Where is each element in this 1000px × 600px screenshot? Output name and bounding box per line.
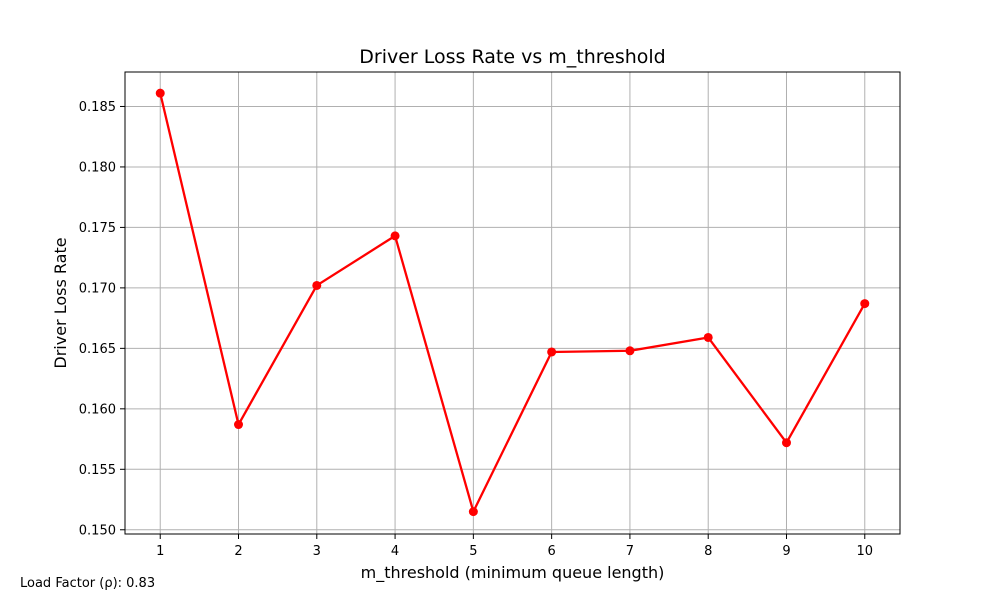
y-tick-label: 0.175	[79, 221, 116, 236]
x-tick-label: 1	[156, 544, 164, 559]
x-tick-label: 6	[548, 544, 556, 559]
data-point	[468, 507, 478, 517]
x-axis-title: m_threshold (minimum queue length)	[361, 563, 665, 583]
x-tick-label: 5	[469, 544, 477, 559]
data-point	[312, 280, 322, 290]
data-series	[155, 88, 870, 517]
y-tick-label: 0.165	[79, 342, 116, 357]
data-point	[155, 88, 165, 98]
grid-lines	[125, 72, 900, 534]
data-point	[860, 299, 870, 309]
x-axis-ticks: 1 2 3 4 5 6 7 8 9 10	[156, 534, 873, 559]
y-tick-label: 0.155	[79, 463, 116, 478]
data-point	[703, 332, 713, 342]
chart-title: Driver Loss Rate vs m_threshold	[359, 46, 666, 68]
x-tick-label: 4	[391, 544, 399, 559]
y-tick-label: 0.160	[79, 402, 116, 417]
y-tick-label: 0.180	[79, 160, 116, 175]
data-point	[625, 346, 635, 356]
x-tick-label: 2	[234, 544, 242, 559]
y-tick-label: 0.185	[79, 100, 116, 115]
y-axis-title: Driver Loss Rate	[51, 237, 70, 368]
data-point	[781, 438, 791, 448]
load-factor-annotation: Load Factor (ρ): 0.83	[20, 576, 155, 591]
y-axis-ticks: 0.150 0.155 0.160 0.165 0.170 0.175 0.180 0.185	[79, 100, 125, 538]
x-tick-label: 8	[704, 544, 712, 559]
series-line	[159, 92, 866, 513]
data-point	[547, 347, 557, 357]
x-tick-label: 7	[626, 544, 634, 559]
data-point	[390, 231, 400, 241]
data-point	[234, 420, 244, 430]
y-tick-label: 0.170	[79, 281, 116, 296]
y-tick-label: 0.150	[79, 523, 116, 538]
x-tick-label: 10	[856, 544, 873, 559]
plot-frame	[124, 71, 901, 535]
x-tick-label: 9	[782, 544, 790, 559]
x-tick-label: 3	[313, 544, 321, 559]
